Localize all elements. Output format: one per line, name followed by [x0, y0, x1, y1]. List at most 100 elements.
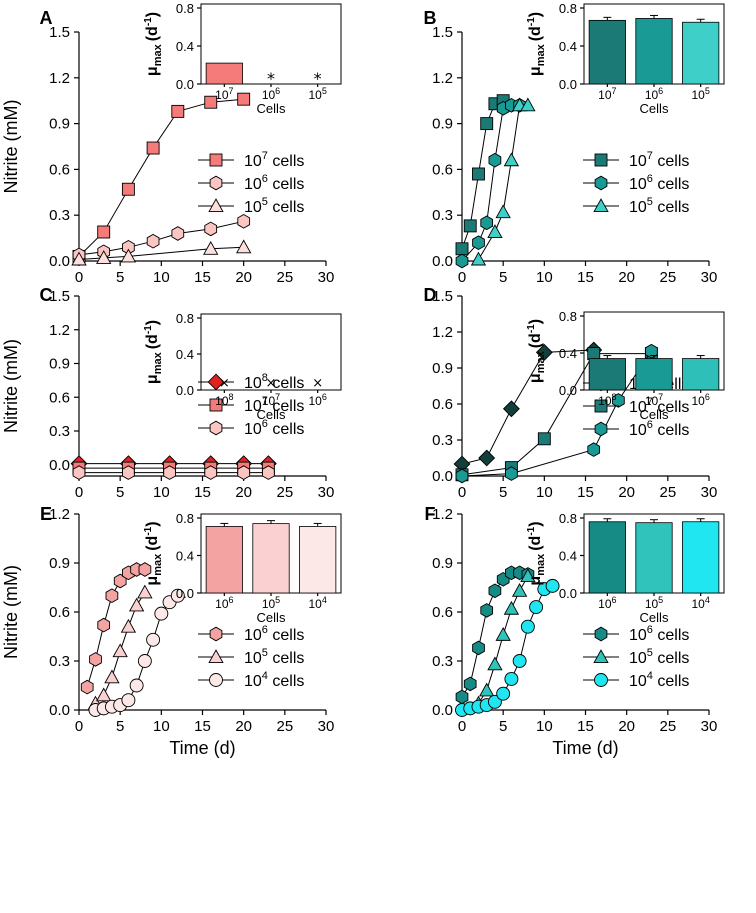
- legend-marker: [593, 649, 609, 663]
- legend-marker: [593, 198, 609, 212]
- inset-y-tick-label: 0.8: [176, 511, 194, 526]
- data-point: [96, 687, 112, 702]
- data-point: [478, 449, 496, 467]
- x-tick-label: 0: [458, 484, 466, 501]
- x-tick-label: 0: [458, 718, 466, 735]
- legend-exponent: 6: [647, 624, 653, 636]
- y-tick-label: 0.6: [49, 604, 70, 621]
- inset-category-label: 108: [598, 392, 616, 408]
- x-tick-label: 0: [458, 269, 466, 286]
- data-point: [96, 250, 112, 264]
- panel-label: D: [424, 285, 437, 305]
- inset-cat-base: 10: [598, 394, 612, 408]
- inset-bar: [205, 62, 243, 85]
- legend-base: 10: [629, 650, 647, 667]
- data-point: [146, 632, 161, 647]
- inset-category-label: 107: [262, 392, 280, 408]
- panel-label: F: [425, 504, 436, 524]
- inset-cat-base: 10: [215, 88, 229, 102]
- x-tick-label: 25: [276, 718, 293, 735]
- data-point: [455, 253, 469, 269]
- series-line: [461, 349, 594, 465]
- legend-exponent: 7: [647, 396, 653, 408]
- inset-ylabel-close: ): [144, 521, 161, 526]
- y-tick-label: 1.2: [432, 506, 453, 523]
- y-tick-label: 0.3: [432, 653, 453, 670]
- series-4: [88, 588, 185, 717]
- data-point: [529, 600, 544, 615]
- legend-suffix: cells: [268, 398, 304, 415]
- y-axis-label: Nitrite (mM): [1, 339, 21, 433]
- inset-cat-base: 10: [691, 88, 705, 102]
- legend-base: 10: [244, 153, 262, 170]
- inset-cat-exponent: 8: [229, 392, 234, 402]
- series-4: [455, 578, 560, 717]
- series-7: [72, 92, 251, 263]
- legend-base: 10: [244, 421, 262, 438]
- missing-marker: ×: [219, 376, 230, 391]
- legend-marker: [594, 399, 608, 413]
- y-tick-label: 0.3: [432, 207, 453, 224]
- inset-ylabel-unit: (d: [144, 26, 161, 41]
- legend-entry: 105 cells: [583, 647, 689, 667]
- inset-y-tick-label: 0.4: [559, 346, 577, 361]
- inset-y-tick-label: 0.0: [176, 586, 194, 601]
- legend-label: 106 cells: [629, 419, 689, 439]
- x-tick-label: 10: [536, 718, 553, 735]
- inset-bar: [682, 358, 720, 391]
- inset-bar: [682, 21, 720, 85]
- legend-marker: [209, 673, 223, 687]
- inset-ylabel-unit: (d: [527, 26, 544, 41]
- y-tick-label: 1.2: [49, 322, 70, 339]
- legend-label: 105 cells: [629, 647, 689, 667]
- data-point: [455, 689, 469, 705]
- legend-base: 10: [629, 153, 647, 170]
- legend-suffix: cells: [653, 650, 689, 667]
- data-point: [520, 568, 536, 583]
- data-point: [71, 251, 87, 266]
- data-point: [120, 618, 137, 633]
- inset-category-label: 105: [308, 86, 326, 102]
- y-tick-label: 0.9: [432, 555, 453, 572]
- series-5: [71, 239, 252, 266]
- data-point: [236, 239, 252, 254]
- inset-y-tick-label: 0.8: [176, 1, 194, 16]
- legend-suffix: cells: [268, 176, 304, 193]
- inset-ylabel-close: ): [527, 12, 544, 17]
- data-point: [97, 617, 111, 633]
- legend-exponent: 4: [262, 670, 268, 682]
- data-point: [138, 562, 152, 577]
- inset-x-axis-label: Cells: [640, 407, 669, 422]
- inset-cat-exponent: 7: [658, 392, 663, 402]
- y-tick-label: 1.5: [49, 288, 70, 305]
- inset-cat-base: 10: [308, 88, 322, 102]
- legend-base: 10: [629, 673, 647, 690]
- inset-category-label: 108: [215, 392, 233, 408]
- inset-cat-base: 10: [308, 394, 322, 408]
- y-tick-label: 0.9: [49, 555, 70, 572]
- inset-ylabel-exp: -1: [526, 17, 537, 26]
- legend-suffix: cells: [268, 153, 304, 170]
- data-point: [204, 465, 218, 480]
- legend-marker: [594, 421, 608, 437]
- data-point: [520, 619, 535, 634]
- y-tick-label: 0.6: [49, 161, 70, 178]
- inset-cat-base: 10: [262, 394, 276, 408]
- data-point: [503, 600, 520, 615]
- inset-category-label: 105: [262, 595, 280, 611]
- inset-y-axis-label: μmax (d-1): [143, 521, 164, 585]
- legend-suffix: cells: [268, 421, 304, 438]
- legend-marker: [209, 398, 223, 412]
- data-point: [146, 141, 160, 155]
- inset-cat-exponent: 5: [658, 595, 663, 605]
- inset-y-tick-label: 0.4: [176, 39, 194, 54]
- legend-entry: 106 cells: [198, 624, 304, 644]
- x-tick-label: 5: [499, 269, 507, 286]
- data-point: [470, 251, 487, 266]
- series-6: [455, 343, 658, 484]
